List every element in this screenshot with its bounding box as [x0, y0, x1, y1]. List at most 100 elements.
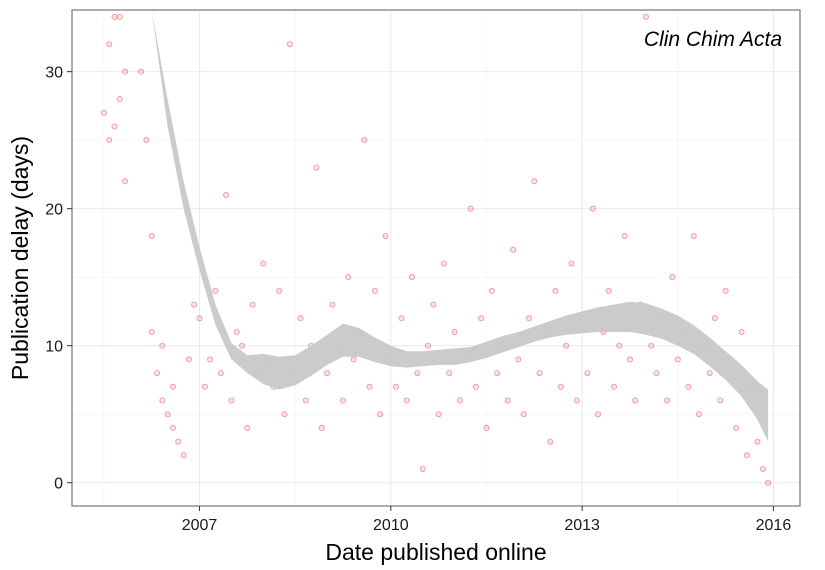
data-point [398, 315, 405, 322]
data-point [472, 383, 479, 390]
data-point [350, 356, 357, 363]
data-point [510, 246, 517, 253]
x-axis-title: Date published online [325, 539, 546, 565]
data-point [185, 356, 192, 363]
data-point [297, 315, 304, 322]
data-point [722, 287, 729, 294]
data-point [446, 370, 453, 377]
data-point [711, 315, 718, 322]
data-point [228, 397, 235, 404]
data-point [169, 383, 176, 390]
data-point [286, 41, 293, 48]
data-point [111, 123, 118, 130]
y-tick-label: 10 [45, 339, 63, 356]
data-point [759, 466, 766, 473]
data-point [520, 411, 527, 418]
data-point [159, 342, 166, 349]
data-point [329, 301, 336, 308]
y-tick-label: 30 [45, 65, 63, 82]
data-point [169, 424, 176, 431]
data-point [440, 260, 447, 267]
data-point [281, 411, 288, 418]
data-point [175, 438, 182, 445]
y-tick-label: 0 [54, 476, 63, 493]
data-point [409, 274, 416, 281]
data-point [738, 328, 745, 335]
data-point [377, 411, 384, 418]
data-point [531, 178, 538, 185]
data-point [547, 438, 554, 445]
data-point [403, 397, 410, 404]
data-point [621, 233, 628, 240]
data-point [122, 178, 129, 185]
x-tick-label: 2016 [756, 517, 792, 534]
data-point [494, 370, 501, 377]
data-point [122, 68, 129, 75]
y-axis-title: Publication delay (days) [7, 136, 33, 380]
data-point [106, 41, 113, 48]
data-point [191, 301, 198, 308]
data-point [414, 370, 421, 377]
data-point [568, 260, 575, 267]
data-point [765, 479, 772, 486]
data-point [595, 411, 602, 418]
data-point [116, 96, 123, 103]
data-point [467, 205, 474, 212]
data-point [632, 397, 639, 404]
data-point [717, 397, 724, 404]
data-point [536, 370, 543, 377]
data-point [260, 260, 267, 267]
data-point [302, 397, 309, 404]
data-point [154, 370, 161, 377]
data-point [239, 342, 246, 349]
data-point [483, 424, 490, 431]
data-point [515, 356, 522, 363]
data-point [100, 109, 107, 116]
data-point [584, 370, 591, 377]
data-point [674, 356, 681, 363]
data-point [456, 397, 463, 404]
x-tick-label: 2007 [182, 517, 218, 534]
data-point [563, 342, 570, 349]
data-point [525, 315, 532, 322]
data-point [138, 68, 145, 75]
data-point [180, 452, 187, 459]
data-point [244, 424, 251, 431]
data-point [435, 411, 442, 418]
data-point [111, 13, 118, 20]
data-point [371, 287, 378, 294]
axes: 2007 2010 2013 2016 0 10 20 30 [45, 65, 791, 534]
grid-minor [72, 10, 800, 506]
data-point [148, 233, 155, 240]
data-point [478, 315, 485, 322]
data-point [573, 397, 580, 404]
data-point [318, 424, 325, 431]
x-tick-label: 2010 [373, 517, 409, 534]
data-point [249, 301, 256, 308]
data-point [685, 383, 692, 390]
data-point [504, 397, 511, 404]
data-point [313, 164, 320, 171]
data-point [116, 13, 123, 20]
data-point [669, 274, 676, 281]
data-point [425, 342, 432, 349]
data-point [196, 315, 203, 322]
data-point [552, 287, 559, 294]
data-point [706, 370, 713, 377]
plot-frame [71, 9, 801, 507]
data-point [733, 424, 740, 431]
data-point [488, 287, 495, 294]
y-tick-label: 20 [45, 202, 63, 219]
data-point [366, 383, 373, 390]
data-point [223, 191, 230, 198]
data-point [201, 383, 208, 390]
data-points [100, 13, 772, 486]
data-point [743, 452, 750, 459]
data-point [642, 13, 649, 20]
data-point [557, 383, 564, 390]
data-point [648, 342, 655, 349]
data-point [653, 370, 660, 377]
data-point [106, 137, 113, 144]
data-point [589, 205, 596, 212]
